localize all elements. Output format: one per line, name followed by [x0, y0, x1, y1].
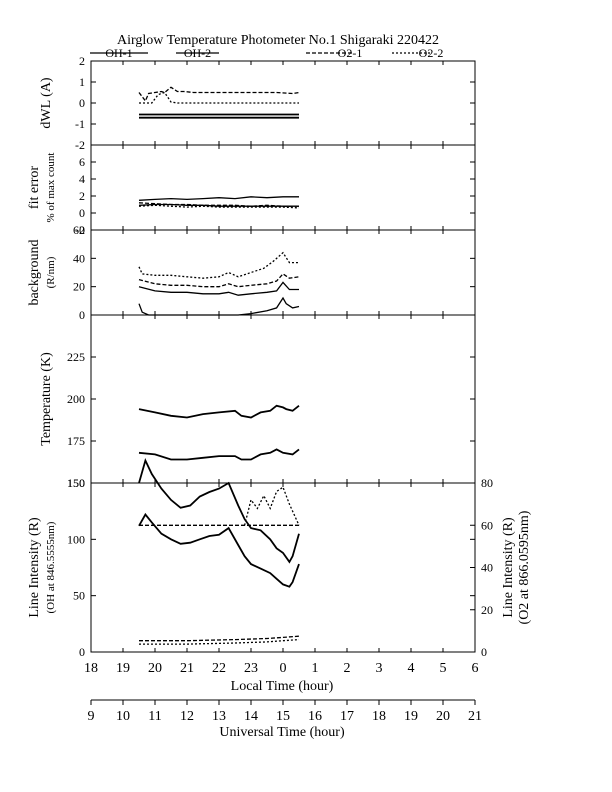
y-tick-label: 0 — [79, 645, 85, 659]
y-tick-label: 50 — [73, 589, 85, 603]
y-axis-label: (OH at 846.5555nm) — [45, 521, 57, 613]
y-tick-label: 225 — [67, 350, 85, 364]
legend-label-oh-1: OH-1 — [105, 46, 132, 60]
chart-title: Airglow Temperature Photometer No.1 Shig… — [117, 33, 439, 48]
y-tick-label-right: 20 — [481, 603, 493, 617]
y-axis-label: fit error — [27, 166, 42, 209]
y-axis-label-right: Line Intensity (R) — [501, 517, 516, 618]
y-tick-label: 4 — [79, 172, 85, 186]
y-tick-label: -1 — [75, 117, 85, 131]
x-tick-label: 3 — [376, 661, 383, 676]
ut-tick-label: 12 — [180, 709, 194, 724]
ut-tick-label: 9 — [88, 709, 95, 724]
y-tick-label: 1 — [79, 75, 85, 89]
local-time-axis-label: Local Time (hour) — [231, 679, 334, 694]
y-tick-label: 100 — [67, 532, 85, 546]
x-tick-label: 22 — [212, 661, 226, 676]
y-tick-label: 40 — [73, 251, 85, 265]
x-tick-label: 1 — [312, 661, 319, 676]
panel-frame — [90, 482, 476, 653]
panel-frame — [90, 144, 476, 231]
chart-panels: -2 -1 0 1 2 dWL (A) -2 0 2 4 6 fit error% of max co… — [27, 54, 532, 659]
y-tick-label: 150 — [67, 476, 85, 490]
y-tick-label: 20 — [73, 280, 85, 294]
ut-tick-label: 17 — [340, 709, 354, 724]
y-axis-label: dWL (A) — [39, 77, 54, 129]
y-tick-label-right: 0 — [481, 645, 487, 659]
legend-label-oh-2: OH-2 — [184, 46, 211, 60]
universal-time-axis: 9 10 11 12 13 14 15 16 17 18 19 20 21 — [88, 699, 482, 724]
y-tick-label: 0 — [79, 96, 85, 110]
y-tick-label: 175 — [67, 434, 85, 448]
y-axis-label: % of max count — [45, 153, 57, 223]
universal-time-axis-label: Universal Time (hour) — [219, 725, 345, 740]
ut-tick-label: 21 — [468, 709, 482, 724]
series-oh-2 — [138, 281, 299, 296]
legend-label-o2-1: O2-1 — [338, 46, 363, 60]
y-tick-label: 6 — [79, 155, 85, 169]
legend-label-o2-2: O2-2 — [419, 46, 444, 60]
y-tick-label: 200 — [67, 392, 85, 406]
y-tick-label: 2 — [79, 189, 85, 203]
series-o2-2 — [138, 204, 300, 209]
y-tick-label: -2 — [75, 138, 85, 152]
x-tick-label: 19 — [116, 661, 130, 676]
series-oh-1 — [138, 404, 300, 419]
series-oh-1 — [138, 196, 299, 201]
series-o2-2 — [243, 486, 300, 526]
y-tick-label-right: 60 — [481, 518, 493, 532]
panel-background: 0 20 40 60 background (R/nm) — [27, 223, 476, 322]
y-tick-label: 150 — [67, 476, 85, 490]
x-tick-label: 23 — [244, 661, 258, 676]
y-tick-label-right: 40 — [481, 561, 493, 575]
ut-tick-label: 15 — [276, 709, 290, 724]
series-o2-1 — [138, 202, 299, 207]
series-o2-2 — [139, 91, 299, 104]
series-o2-2 — [138, 251, 299, 279]
y-tick-label: -2 — [75, 223, 85, 237]
y-axis-label: Temperature (K) — [39, 352, 54, 446]
y-axis-label: (R/nm) — [45, 256, 57, 288]
panel-dwl: -2 -1 0 1 2 dWL (A) — [39, 54, 476, 152]
x-tick-label: 18 — [84, 661, 98, 676]
ut-tick-label: 20 — [436, 709, 450, 724]
series-o2-1-low — [139, 635, 300, 642]
ut-tick-label: 11 — [148, 709, 161, 724]
local-time-axis: 18 19 20 21 22 23 0 1 2 3 4 5 6 — [84, 661, 479, 676]
panel-frame — [90, 314, 476, 484]
series-o2-2-low — [139, 638, 300, 645]
y-tick-label: 0 — [79, 308, 85, 322]
series-o2-1 — [138, 86, 300, 103]
panel-frame — [90, 229, 476, 316]
ut-tick-label: 18 — [372, 709, 386, 724]
panel-fit: -2 0 2 4 6 fit error% of max count — [27, 144, 476, 237]
ut-tick-label: 14 — [244, 709, 258, 724]
x-tick-label: 4 — [408, 661, 415, 676]
y-tick-label: 0 — [79, 206, 85, 220]
x-tick-label: 2 — [344, 661, 351, 676]
y-tick-label: 2 — [79, 54, 85, 68]
x-tick-label: 21 — [180, 661, 194, 676]
series-oh-2 — [138, 512, 300, 588]
legend: OH-1 OH-2 O2-1 O2-2 — [90, 46, 443, 60]
x-tick-label: 0 — [280, 661, 287, 676]
y-axis-label: background — [27, 239, 42, 305]
x-tick-label: 20 — [148, 661, 162, 676]
series-oh-2 — [138, 448, 300, 461]
ut-tick-label: 13 — [212, 709, 226, 724]
y-axis-label-right: (O2 at 866.0595nm) — [517, 510, 532, 624]
y-axis-label: Line Intensity (R) — [27, 517, 42, 618]
ut-tick-label: 16 — [308, 709, 322, 724]
x-tick-label: 6 — [472, 661, 479, 676]
series-o2-1 — [138, 273, 300, 288]
y-tick-label: 60 — [73, 223, 85, 237]
ut-tick-label: 19 — [404, 709, 418, 724]
series-oh-1 — [138, 457, 300, 564]
y-tick-label-right: 80 — [481, 476, 493, 490]
ut-tick-label: 10 — [116, 709, 130, 724]
panel-temperature: 150 175 200 225 Temperature (K) — [39, 314, 476, 490]
x-tick-label: 5 — [440, 661, 447, 676]
